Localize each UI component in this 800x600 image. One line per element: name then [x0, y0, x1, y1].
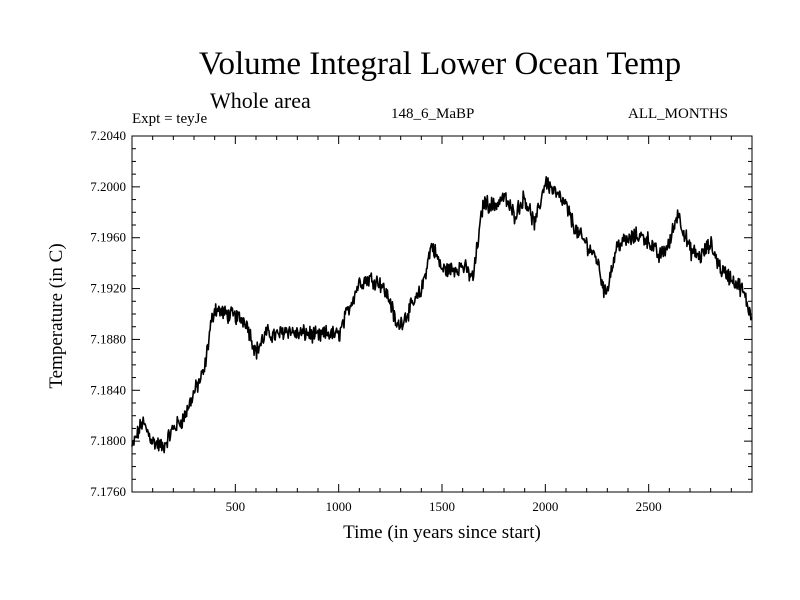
experiment-label: Expt = teyJe	[132, 111, 208, 127]
y-tick-label: 7.2000	[90, 179, 126, 194]
x-tick-label: 500	[226, 499, 246, 514]
chart-subtitle: Whole area	[210, 88, 311, 113]
y-tick-label: 7.1880	[90, 331, 126, 346]
y-tick-label: 7.1760	[90, 484, 126, 499]
x-tick-label: 1000	[326, 499, 352, 514]
run-label: 148_6_MaBP	[391, 106, 475, 122]
y-tick-label: 7.1840	[90, 382, 126, 397]
chart-title: Volume Integral Lower Ocean Temp	[198, 46, 682, 82]
x-tick-label: 1500	[429, 499, 455, 514]
series-line	[131, 176, 753, 454]
months-label: ALL_MONTHS	[628, 106, 728, 122]
x-tick-label: 2500	[636, 499, 662, 514]
y-tick-label: 7.2040	[90, 128, 126, 143]
y-tick-label: 7.1800	[90, 433, 126, 448]
x-tick-label: 2000	[532, 499, 558, 514]
y-tick-label: 7.1920	[90, 281, 126, 296]
y-tick-label: 7.1960	[90, 230, 126, 245]
x-axis-label: Time (in years since start)	[343, 522, 541, 543]
